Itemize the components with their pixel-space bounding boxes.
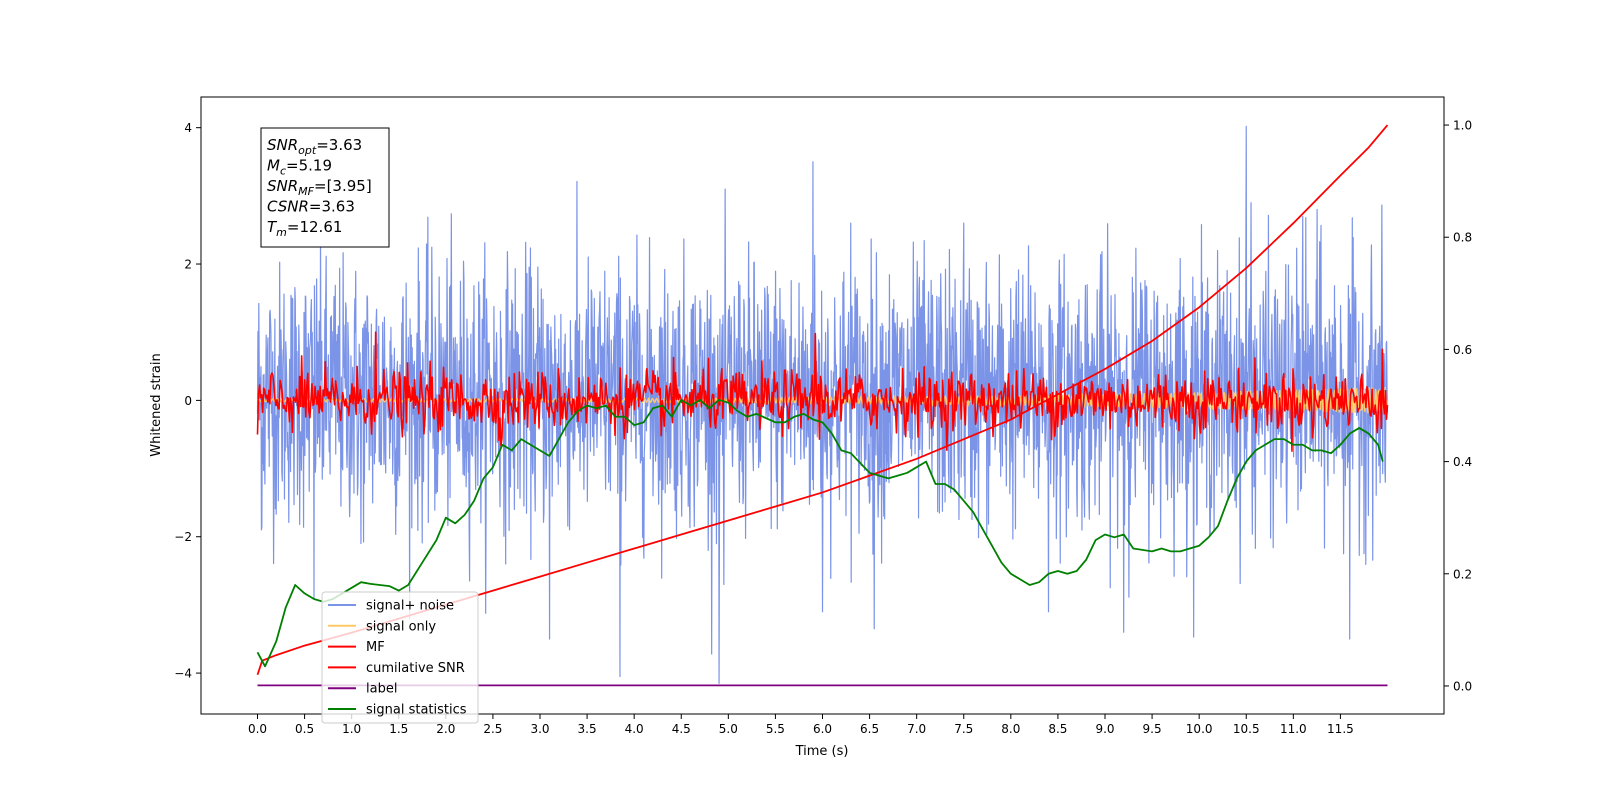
legend-label: signal statistics	[366, 703, 467, 718]
x-tick-label: 6.0	[813, 722, 832, 736]
x-tick-label: 1.0	[342, 722, 361, 736]
annotation-subscript: opt	[298, 144, 317, 157]
x-tick-label: 5.0	[719, 722, 738, 736]
annotation-line: SNRopt=3.63	[267, 136, 362, 157]
y-tick-label: 0	[184, 394, 192, 408]
x-tick-label: 3.5	[578, 722, 597, 736]
x-tick-label: 4.0	[625, 722, 644, 736]
x-tick-label: 0.5	[295, 722, 314, 736]
y-axis-label: Whitened strain	[149, 353, 164, 456]
annotation-symbol: SNR	[267, 136, 298, 154]
annotation-symbol: T	[267, 218, 278, 236]
y2-tick-label: 0.8	[1453, 231, 1472, 245]
annotation-line: CSNR=3.63	[267, 198, 355, 216]
annotation-line: Tm=12.61	[267, 218, 342, 239]
annotation-subscript: m	[276, 226, 287, 239]
annotation-value: =[3.95]	[314, 177, 372, 195]
y-axis-ticks: −4 −2 0 2 4	[174, 121, 201, 681]
annotation-symbol: CSNR	[267, 198, 309, 216]
x-tick-label: 1.5	[389, 722, 408, 736]
annotation-value: =3.63	[309, 198, 355, 216]
annotation-line: SNRMF=[3.95]	[267, 177, 372, 198]
x-tick-label: 9.5	[1143, 722, 1162, 736]
annotation-value: =3.63	[316, 136, 362, 154]
y-tick-label: −4	[174, 667, 192, 681]
annotation-line: Mc=5.19	[267, 157, 332, 178]
annotation-symbol: M	[267, 157, 280, 175]
annotation-value: =12.61	[287, 218, 343, 236]
annotation-symbol: SNR	[267, 177, 298, 195]
series-mf	[256, 331, 1389, 452]
annotation-value: =5.19	[286, 157, 332, 175]
x-tick-label: 9.0	[1095, 722, 1114, 736]
annotation-subscript: c	[280, 165, 286, 178]
legend-label: signal only	[366, 619, 436, 634]
y-tick-label: 4	[184, 121, 192, 135]
y2-tick-label: 0.6	[1453, 343, 1472, 357]
x-tick-label: 4.5	[672, 722, 691, 736]
legend-label: MF	[366, 640, 385, 655]
x-tick-label: 8.5	[1048, 722, 1067, 736]
legend-label: signal+ noise	[366, 599, 454, 614]
x-tick-label: 10.0	[1186, 722, 1213, 736]
x-tick-label: 11.5	[1327, 722, 1354, 736]
x-tick-label: 2.5	[483, 722, 502, 736]
y2-tick-label: 1.0	[1453, 119, 1472, 133]
x-tick-label: 7.5	[954, 722, 973, 736]
x-tick-label: 7.0	[907, 722, 926, 736]
legend-label: label	[366, 682, 397, 697]
y2-tick-label: 0.0	[1453, 679, 1472, 693]
annotation-frame	[260, 127, 390, 248]
y2-tick-label: 0.2	[1453, 567, 1472, 581]
legend-frame	[321, 591, 479, 724]
legend-label: cumilative SNR	[366, 661, 465, 676]
x-tick-label: 2.0	[436, 722, 455, 736]
x-axis-label: Time (s)	[795, 744, 849, 759]
x-tick-label: 11.0	[1280, 722, 1307, 736]
y2-axis-ticks: 0.0 0.2 0.4 0.6 0.8 1.0	[1444, 119, 1472, 693]
x-tick-label: 5.5	[766, 722, 785, 736]
y2-tick-label: 0.4	[1453, 455, 1472, 469]
y-tick-label: −2	[174, 530, 192, 544]
x-tick-label: 6.5	[860, 722, 879, 736]
y-tick-label: 2	[184, 258, 192, 272]
series-signal-statistics	[256, 398, 1384, 668]
legend: signal+ noise signal only MF cumilative SNR…	[321, 591, 479, 724]
annotation-subscript: MF	[298, 185, 314, 198]
x-tick-label: 3.0	[530, 722, 549, 736]
x-tick-label: 0.0	[248, 722, 267, 736]
x-tick-label: 10.5	[1233, 722, 1260, 736]
x-tick-label: 8.0	[1001, 722, 1020, 736]
annotation-box: SNRopt=3.63Mc=5.19SNRMF=[3.95]CSNR=3.63T…	[260, 127, 390, 248]
x-axis-ticks: 0.0 0.5 1.0 1.5 2.0 2.5 3.0 3.5 4.0 4.5 5.0 5.5 6.0 6…	[248, 714, 1354, 736]
